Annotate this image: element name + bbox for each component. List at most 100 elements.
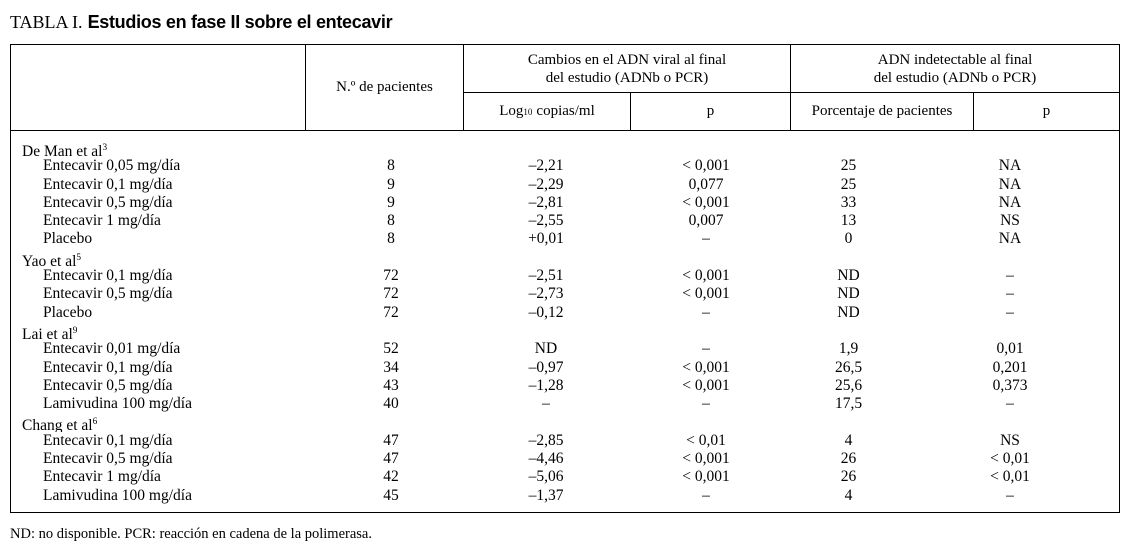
cell-log-copias: –2,81 xyxy=(528,193,564,211)
cell-n-pacientes: 72 xyxy=(383,267,399,285)
cell-log-copias: –4,46 xyxy=(528,450,564,468)
row-label-text: Lamivudina 100 mg/día xyxy=(43,395,192,413)
study-group-row: De Man et al3 xyxy=(11,139,1119,157)
cell-log-copias: –2,51 xyxy=(528,267,564,285)
header-group-cambios-line1: Cambios en el ADN viral al final xyxy=(527,51,727,68)
cell-p-cambios: – xyxy=(702,395,710,413)
row-label: Lai et al9 xyxy=(11,322,306,340)
cell-log-copias: –2,85 xyxy=(528,431,564,449)
cell-p-indetectable: – xyxy=(1006,285,1014,303)
cell-n-pacientes: 8 xyxy=(387,157,395,175)
row-label: Entecavir 0,01 mg/día xyxy=(11,340,306,358)
header-porcentaje-pacientes: Porcentaje de pacientes xyxy=(791,93,974,130)
cell-p-cambios: – xyxy=(702,303,710,321)
table-row: Entecavir 0,01 mg/día 52 ND – 1,9 0,01 xyxy=(11,340,1119,358)
cell-p-cambios: – xyxy=(702,486,710,504)
cell-p-cambios: < 0,001 xyxy=(682,157,730,175)
reference-superscript: 5 xyxy=(76,252,82,263)
data-table: N.º de pacientes Cambios en el ADN viral… xyxy=(10,44,1120,513)
cell-log-copias: –2,55 xyxy=(528,212,564,230)
row-label: Yao et al5 xyxy=(11,249,306,267)
header-p-indetectable-label: p xyxy=(1042,103,1051,119)
header-group-cambios-subrow: Log 10 copias/ml p xyxy=(464,93,790,130)
table-row: Entecavir 0,1 mg/día 72 –2,51 < 0,001 ND – xyxy=(11,267,1119,285)
cell-n-pacientes: 52 xyxy=(383,340,399,358)
cell-log-copias: –1,28 xyxy=(528,376,564,394)
cell-porcentaje: ND xyxy=(837,267,860,285)
cell-log-copias: –2,29 xyxy=(528,175,564,193)
cell-p-indetectable: < 0,01 xyxy=(990,468,1030,486)
cell-p-cambios: 0,077 xyxy=(688,175,724,193)
row-label-text: Yao et al xyxy=(22,252,77,268)
table-row: Entecavir 0,1 mg/día 47 –2,85 < 0,01 4 NS xyxy=(11,432,1119,450)
table-header: N.º de pacientes Cambios en el ADN viral… xyxy=(11,45,1119,131)
cell-p-indetectable: – xyxy=(1006,303,1014,321)
row-label-text: Entecavir 0,5 mg/día xyxy=(43,450,173,468)
cell-p-cambios: < 0,001 xyxy=(682,450,730,468)
cell-n-pacientes: 9 xyxy=(387,193,395,211)
table-row: Lamivudina 100 mg/día 40 – – 17,5 – xyxy=(11,395,1119,413)
cell-p-indetectable: NA xyxy=(998,193,1022,211)
cell-log-copias: –2,73 xyxy=(528,285,564,303)
cell-p-indetectable: – xyxy=(1006,267,1014,285)
row-label-text: Entecavir 0,1 mg/día xyxy=(43,175,173,193)
table-row: Placebo 72 –0,12 – ND – xyxy=(11,304,1119,322)
table-row: Entecavir 0,5 mg/día 47 –4,46 < 0,001 26 < 0,… xyxy=(11,450,1119,468)
cell-porcentaje: 4 xyxy=(844,486,853,504)
row-label: Placebo xyxy=(11,230,306,248)
header-group-indetectable-title: ADN indetectable al final del estudio (A… xyxy=(791,45,1119,93)
table-row: Entecavir 0,1 mg/día 9 –2,29 0,077 25 NA xyxy=(11,176,1119,194)
cell-porcentaje: 26 xyxy=(840,450,857,468)
row-label: Entecavir 1 mg/día xyxy=(11,212,306,230)
header-p-cambios: p xyxy=(631,93,790,130)
header-p-cambios-label: p xyxy=(706,103,715,119)
header-group-cambios-adn: Cambios en el ADN viral al final del est… xyxy=(464,45,791,130)
row-label-text: De Man et al xyxy=(22,143,103,158)
header-n-pacientes: N.º de pacientes xyxy=(306,45,464,130)
header-group-cambios-line2: del estudio (ADNb o PCR) xyxy=(545,69,709,86)
cell-p-indetectable: – xyxy=(1006,395,1014,413)
cell-porcentaje: 25,6 xyxy=(834,376,863,394)
cell-n-pacientes: 42 xyxy=(383,468,399,486)
row-label: Entecavir 0,5 mg/día xyxy=(11,377,306,395)
cell-porcentaje: 25 xyxy=(840,157,857,175)
cell-p-cambios: – xyxy=(702,230,710,248)
cell-log-copias: –5,06 xyxy=(528,468,564,486)
cell-porcentaje: 13 xyxy=(840,212,857,230)
row-label-text: Entecavir 0,1 mg/día xyxy=(43,431,173,449)
row-label-text: Entecavir 0,5 mg/día xyxy=(43,376,173,394)
table-row: Entecavir 1 mg/día 8 –2,55 0,007 13 NS xyxy=(11,212,1119,230)
cell-porcentaje: ND xyxy=(837,285,860,303)
header-n-pacientes-label: N.º de pacientes xyxy=(336,79,433,95)
row-label-text: Entecavir 1 mg/día xyxy=(43,468,161,486)
row-label: Placebo xyxy=(11,304,306,322)
cell-n-pacientes: 9 xyxy=(387,175,395,193)
cell-porcentaje: 26,5 xyxy=(834,358,863,376)
row-label-text: Lamivudina 100 mg/día xyxy=(43,486,192,504)
cell-n-pacientes: 45 xyxy=(383,486,399,504)
header-group-indetectable-line1: ADN indetectable al final xyxy=(877,51,1033,68)
cell-n-pacientes: 72 xyxy=(383,303,399,321)
cell-log-copias: –0,97 xyxy=(528,358,564,376)
cell-p-indetectable: NA xyxy=(998,175,1022,193)
row-label: Entecavir 0,5 mg/día xyxy=(11,450,306,468)
header-empty-cell xyxy=(11,45,306,130)
header-log-subscript: 10 xyxy=(523,106,533,117)
cell-porcentaje: ND xyxy=(837,303,860,321)
row-label: Entecavir 0,05 mg/día xyxy=(11,157,306,175)
cell-porcentaje: 4 xyxy=(844,431,853,449)
cell-log-copias: –0,12 xyxy=(528,303,564,321)
row-label: Entecavir 0,5 mg/día xyxy=(11,194,306,212)
cell-p-cambios: < 0,001 xyxy=(682,193,730,211)
cell-p-indetectable: NA xyxy=(998,157,1022,175)
header-group-indetectable-subrow: Porcentaje de pacientes p xyxy=(791,93,1119,130)
header-porcentaje-label: Porcentaje de pacientes xyxy=(811,103,953,119)
header-log-copias: Log 10 copias/ml xyxy=(464,93,631,130)
study-group-row: Chang et al6 xyxy=(11,413,1119,431)
cell-p-indetectable: 0,01 xyxy=(996,340,1024,358)
reference-superscript: 3 xyxy=(102,143,108,153)
cell-p-cambios: < 0,001 xyxy=(682,285,730,303)
table-row: Entecavir 1 mg/día 42 –5,06 < 0,001 26 < 0,01 xyxy=(11,468,1119,486)
table-body: De Man et al3 Entecavir 0,05 mg/día 8 –2,21… xyxy=(11,131,1119,512)
cell-p-indetectable: < 0,01 xyxy=(990,450,1030,468)
